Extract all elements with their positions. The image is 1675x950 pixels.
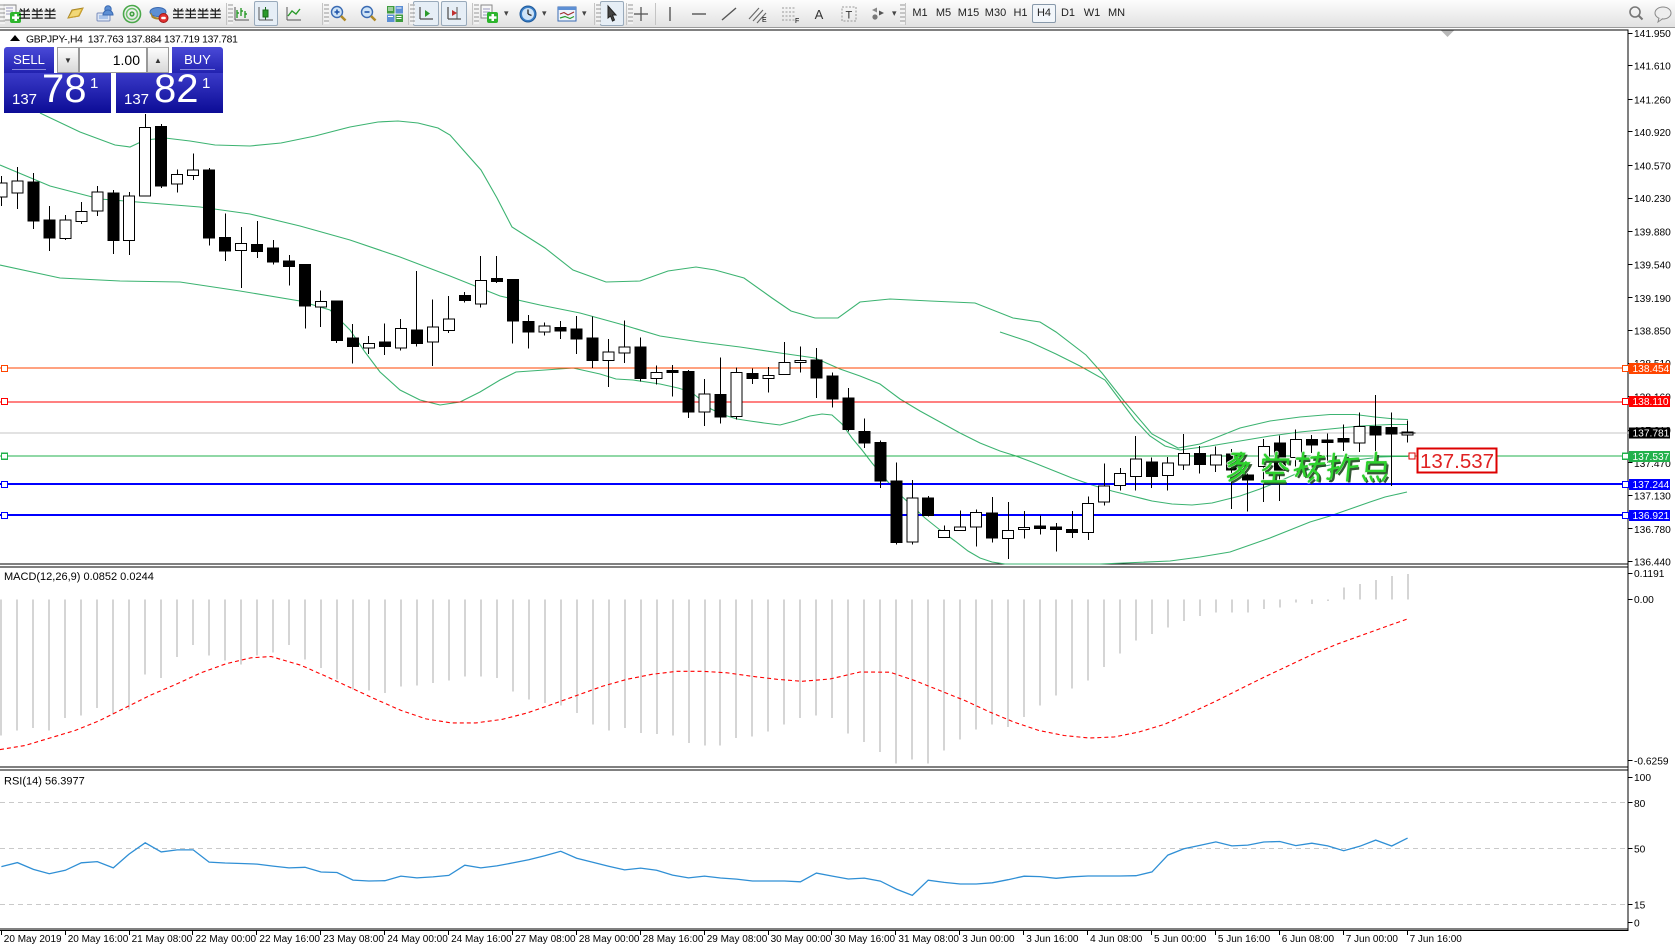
svg-text:140.230: 140.230 [1634, 194, 1671, 205]
svg-text:RSI(14) 56.3977: RSI(14) 56.3977 [4, 776, 85, 788]
svg-text:3 Jun 00:00: 3 Jun 00:00 [962, 934, 1015, 945]
svg-text:139.540: 139.540 [1634, 260, 1671, 271]
svg-text:7 Jun 16:00: 7 Jun 16:00 [1410, 934, 1463, 945]
svg-text:-0.6259: -0.6259 [1634, 756, 1669, 767]
svg-text:137.537: 137.537 [1633, 452, 1670, 463]
svg-text:136.440: 136.440 [1634, 558, 1671, 569]
svg-text:21 May 08:00: 21 May 08:00 [132, 934, 193, 945]
svg-text:7 Jun 00:00: 7 Jun 00:00 [1346, 934, 1399, 945]
svg-text:141.260: 141.260 [1634, 95, 1671, 106]
svg-text:29 May 08:00: 29 May 08:00 [707, 934, 768, 945]
svg-text:5 Jun 16:00: 5 Jun 16:00 [1218, 934, 1271, 945]
svg-text:137.537: 137.537 [1420, 450, 1494, 473]
svg-text:27 May 08:00: 27 May 08:00 [515, 934, 576, 945]
svg-text:3 Jun 16:00: 3 Jun 16:00 [1026, 934, 1079, 945]
svg-text:0: 0 [1634, 918, 1640, 929]
svg-text:E: E [762, 17, 767, 24]
svg-text:0.1191: 0.1191 [1634, 569, 1665, 580]
svg-text:23 May 08:00: 23 May 08:00 [323, 934, 384, 945]
svg-text:20 May 16:00: 20 May 16:00 [68, 934, 129, 945]
svg-text:15: 15 [1634, 900, 1646, 911]
svg-text:0.00: 0.00 [1634, 595, 1654, 606]
svg-text:139.880: 139.880 [1634, 228, 1671, 239]
svg-text:28 May 00:00: 28 May 00:00 [579, 934, 640, 945]
svg-text:22 May 16:00: 22 May 16:00 [259, 934, 320, 945]
svg-text:100: 100 [1634, 773, 1651, 784]
svg-text:137.470: 137.470 [1634, 459, 1671, 470]
svg-text:137.130: 137.130 [1634, 491, 1671, 502]
svg-text:F: F [795, 18, 799, 24]
svg-text:50: 50 [1634, 845, 1646, 856]
svg-text:136.780: 136.780 [1634, 525, 1671, 536]
svg-text:140.570: 140.570 [1634, 162, 1671, 173]
svg-text:138.454: 138.454 [1633, 364, 1670, 375]
svg-text:141.950: 141.950 [1634, 29, 1671, 40]
svg-text:136.921: 136.921 [1633, 511, 1670, 522]
svg-text:T: T [846, 10, 853, 22]
svg-text:MACD(12,26,9) 0.0852 0.0244: MACD(12,26,9) 0.0852 0.0244 [4, 571, 154, 583]
svg-text:30 May 16:00: 30 May 16:00 [835, 934, 896, 945]
svg-text:5 Jun 00:00: 5 Jun 00:00 [1154, 934, 1207, 945]
svg-text:139.190: 139.190 [1634, 294, 1671, 305]
svg-text:22 May 00:00: 22 May 00:00 [196, 934, 257, 945]
svg-text:28 May 16:00: 28 May 16:00 [643, 934, 704, 945]
svg-text:137.781: 137.781 [1633, 429, 1670, 440]
svg-text:6 Jun 08:00: 6 Jun 08:00 [1282, 934, 1335, 945]
svg-text:138.850: 138.850 [1634, 326, 1671, 337]
svg-text:20 May 2019: 20 May 2019 [4, 934, 62, 945]
svg-text:140.920: 140.920 [1634, 128, 1671, 139]
svg-text:GBPJPY-,H4 137.763 137.884 13: GBPJPY-,H4 137.763 137.884 137.719 137.7… [26, 35, 238, 46]
svg-text:80: 80 [1634, 799, 1646, 810]
svg-text:138.110: 138.110 [1633, 397, 1669, 408]
svg-text:141.610: 141.610 [1634, 62, 1671, 73]
svg-text:24 May 16:00: 24 May 16:00 [451, 934, 512, 945]
svg-text:24 May 00:00: 24 May 00:00 [387, 934, 448, 945]
svg-text:4 Jun 08:00: 4 Jun 08:00 [1090, 934, 1143, 945]
svg-text:137.244: 137.244 [1633, 480, 1670, 491]
svg-text:30 May 00:00: 30 May 00:00 [771, 934, 832, 945]
svg-text:31 May 08:00: 31 May 08:00 [898, 934, 959, 945]
